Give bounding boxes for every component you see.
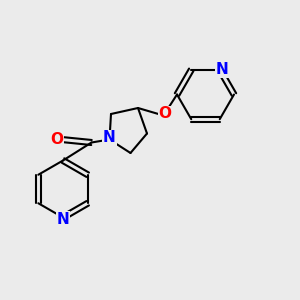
Text: N: N: [216, 62, 229, 77]
Text: N: N: [57, 212, 69, 226]
Text: O: O: [50, 132, 64, 147]
Text: O: O: [158, 106, 172, 122]
Text: N: N: [103, 130, 116, 146]
